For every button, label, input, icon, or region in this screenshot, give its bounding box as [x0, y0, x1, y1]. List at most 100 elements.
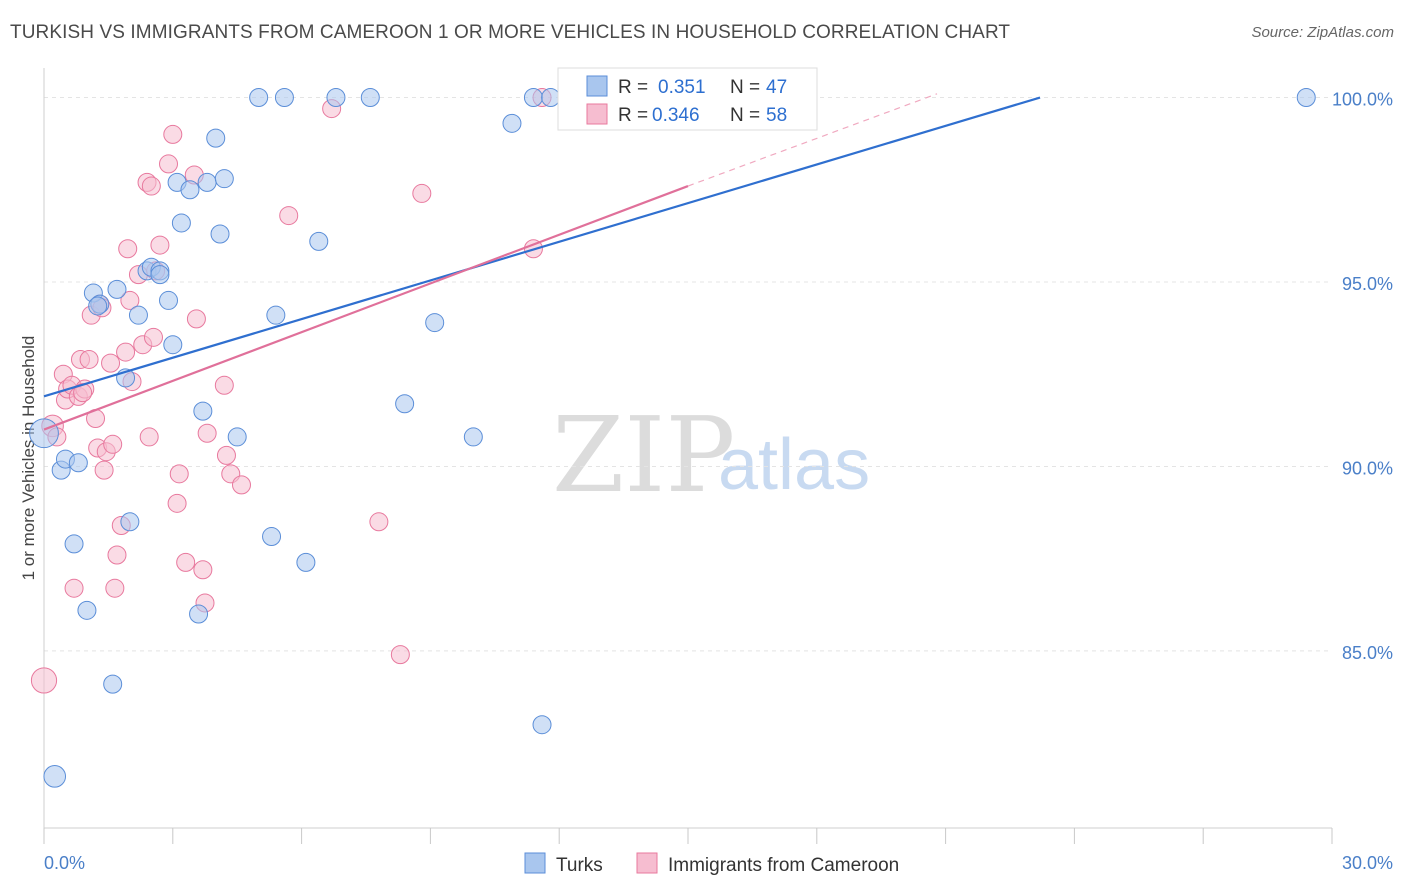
point-cameroon	[412, 183, 432, 203]
point-turks	[541, 88, 561, 108]
chart-title: TURKISH VS IMMIGRANTS FROM CAMEROON 1 OR…	[10, 22, 1011, 43]
point-cameroon	[118, 239, 138, 259]
point-turks	[227, 427, 247, 447]
legend-r-value-turks: 0.351	[658, 77, 706, 98]
point-turks	[103, 674, 123, 694]
series-legend: Turks Immigrants from Cameroon	[524, 852, 899, 876]
point-turks	[197, 172, 217, 192]
x-tick-label-start: 0.0%	[44, 853, 85, 873]
legend-n-value-cameroon: 58	[766, 105, 787, 126]
point-turks	[532, 715, 552, 735]
trend-line-cameroon-extension	[687, 93, 938, 187]
x-ticks	[43, 828, 1333, 844]
point-cameroon	[159, 154, 179, 174]
legend-swatch-cameroon	[586, 103, 608, 125]
point-turks	[180, 180, 200, 200]
point-cameroon	[103, 434, 123, 454]
watermark-atlas: atlas	[718, 425, 870, 505]
point-cameroon	[107, 545, 127, 565]
point-turks	[193, 401, 213, 421]
point-cameroon	[143, 327, 163, 347]
legend-r-label-2: R =	[618, 105, 648, 126]
point-turks	[88, 296, 108, 316]
point-turks	[326, 88, 346, 108]
point-cameroon	[214, 375, 234, 395]
point-turks	[425, 313, 445, 333]
point-turks	[395, 394, 415, 414]
point-cameroon	[231, 475, 251, 495]
point-turks	[210, 224, 230, 244]
y-tick-label: 100.0%	[1332, 90, 1393, 110]
point-turks	[150, 265, 170, 285]
point-cameroon	[101, 353, 121, 373]
point-turks	[29, 418, 59, 449]
point-turks	[206, 128, 226, 148]
point-cameroon	[369, 512, 389, 532]
point-cameroon	[139, 427, 159, 447]
point-cameroon	[64, 578, 84, 598]
point-cameroon	[390, 645, 410, 665]
point-turks	[262, 527, 282, 547]
point-turks	[120, 512, 140, 532]
trend-line-cameroon	[43, 185, 689, 431]
legend-r-value-cameroon: 0.346	[652, 105, 700, 126]
point-cameroon	[167, 493, 187, 513]
point-cameroon	[163, 124, 183, 144]
bottom-legend-label-cameroon: Immigrants from Cameroon	[668, 855, 899, 876]
point-cameroon	[169, 464, 189, 484]
point-turks	[214, 169, 234, 189]
point-turks	[171, 213, 191, 233]
point-cameroon	[141, 176, 161, 196]
legend-r-label-1: R =	[618, 77, 648, 98]
point-turks	[360, 88, 380, 108]
point-cameroon	[176, 552, 196, 572]
point-turks	[523, 88, 543, 108]
point-turks	[189, 604, 209, 624]
point-cameroon	[193, 560, 213, 580]
point-turks	[1296, 88, 1316, 108]
point-turks	[159, 290, 179, 310]
point-cameroon	[94, 460, 114, 480]
y-tick-label: 90.0%	[1342, 458, 1393, 478]
legend-n-value-turks: 47	[766, 77, 787, 98]
series-turks-points	[29, 88, 1316, 788]
point-turks	[43, 765, 67, 788]
point-cameroon	[116, 342, 136, 362]
point-cameroon	[279, 206, 299, 226]
point-turks	[309, 231, 329, 251]
point-turks	[128, 305, 148, 325]
bottom-legend-swatch-cameroon	[636, 852, 658, 874]
point-turks	[296, 552, 316, 572]
point-cameroon	[197, 423, 217, 443]
point-turks	[463, 427, 483, 447]
point-cameroon	[30, 667, 58, 694]
y-tick-label: 95.0%	[1342, 274, 1393, 294]
y-tick-label: 85.0%	[1342, 643, 1393, 663]
trend-lines	[43, 93, 1041, 431]
gridlines	[44, 97, 1332, 652]
point-turks	[163, 335, 183, 355]
point-cameroon	[79, 349, 99, 369]
bottom-legend-label-turks: Turks	[556, 855, 603, 876]
series-cameroon-points	[30, 88, 552, 694]
point-turks	[77, 600, 97, 620]
y-tick-labels: 85.0% 90.0% 95.0% 100.0%	[1332, 90, 1393, 663]
point-cameroon	[150, 235, 170, 255]
point-turks	[107, 279, 127, 299]
point-turks	[502, 113, 522, 133]
point-cameroon	[216, 445, 236, 465]
y-axis-title: 1 or more Vehicles in Household	[19, 336, 38, 581]
point-turks	[64, 534, 84, 554]
point-turks	[274, 88, 294, 108]
point-cameroon	[120, 290, 140, 310]
legend-n-label-1: N =	[730, 77, 760, 98]
watermark-zip: ZIP	[552, 394, 735, 516]
source-label: Source: ZipAtlas.com	[1251, 24, 1394, 41]
point-turks	[68, 453, 88, 473]
point-turks	[249, 88, 269, 108]
legend-swatch-turks	[586, 75, 608, 97]
stats-legend: R = 0.351 N = 47 R = 0.346 N = 58	[557, 67, 818, 131]
bottom-legend-swatch-turks	[524, 852, 546, 874]
point-cameroon	[186, 309, 206, 329]
